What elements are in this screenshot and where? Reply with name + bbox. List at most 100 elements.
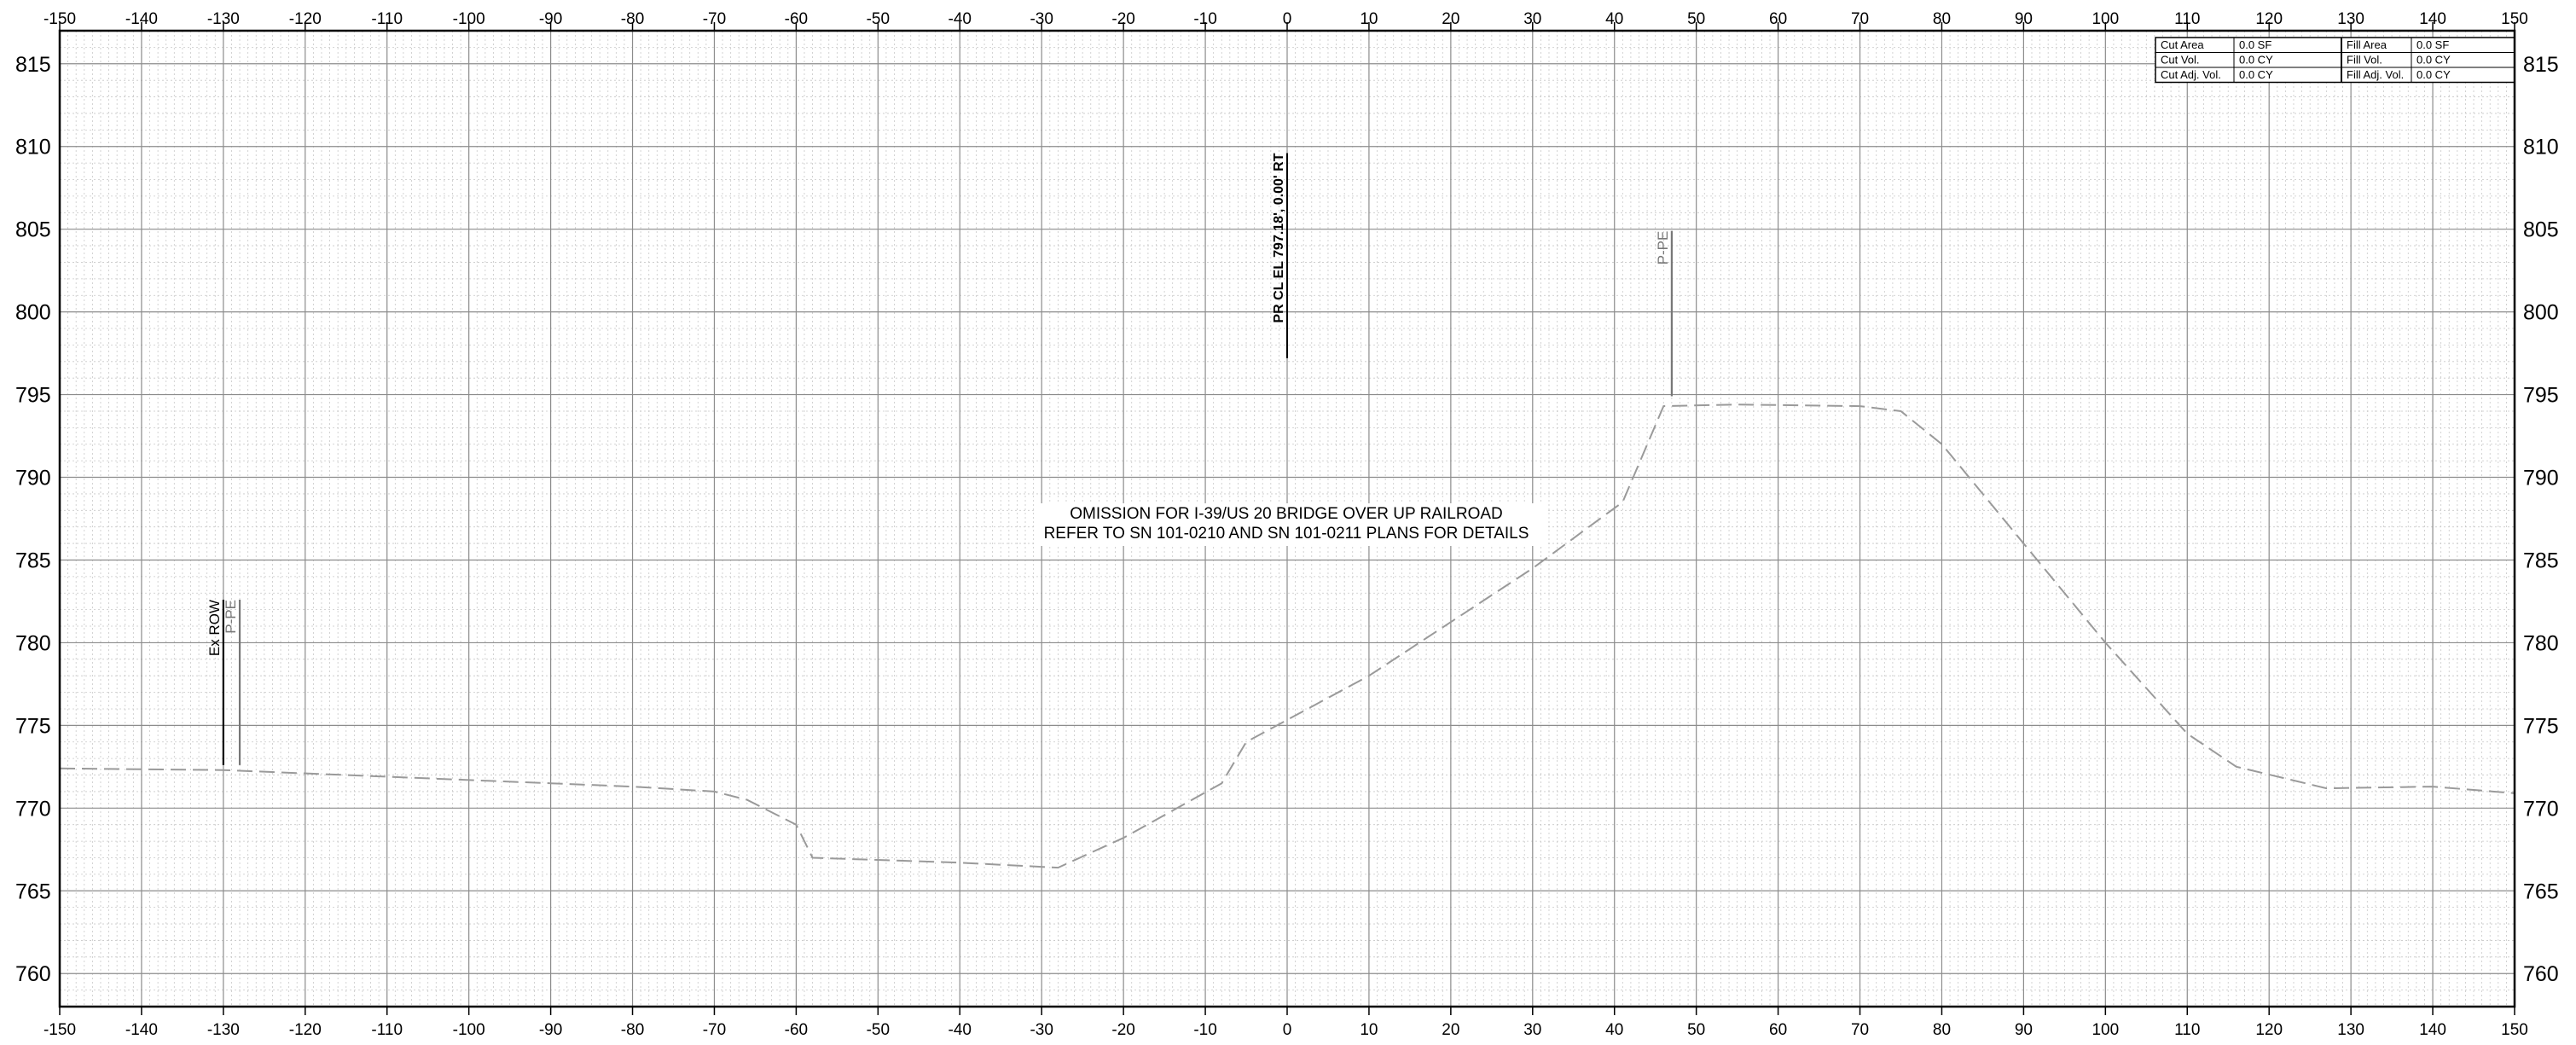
top-tick-label: -30 — [1030, 10, 1053, 28]
note-background — [1036, 503, 1548, 546]
table-cell: 0.0 CY — [2416, 68, 2451, 81]
table-cell: Fill Vol. — [2347, 54, 2382, 67]
left-elevation-label: 810 — [15, 136, 51, 160]
omission-note: OMISSION FOR I-39/US 20 BRIDGE OVER UP R… — [1036, 503, 1548, 546]
left-elevation-axis: 760 765 770 775 780 785 790 795 800 805 810 815 — [15, 53, 51, 986]
table-cell: Cut Area — [2161, 38, 2204, 51]
top-tick-label: 20 — [1442, 10, 1459, 28]
top-tick-label: -130 — [207, 10, 240, 28]
note-line-1: OMISSION FOR I-39/US 20 BRIDGE OVER UP R… — [1070, 505, 1503, 523]
bottom-axis: -150 -140 -130 -120 -110 -100 -90 -80 -70 -60 -50-… — [44, 1007, 2528, 1039]
bottom-tick-label: 90 — [2015, 1021, 2033, 1039]
top-tick-label: 100 — [2092, 10, 2119, 28]
left-elevation-label: 775 — [15, 714, 51, 738]
top-tick-label: -70 — [703, 10, 726, 28]
marker-label-ppe-left: P-PE — [223, 600, 239, 634]
bottom-tick-label: -50 — [867, 1021, 890, 1039]
right-elevation-label: 795 — [2523, 384, 2559, 408]
right-elevation-axis: 760 765 770 775 780 785 790 795 800 805 810 815 — [2523, 53, 2559, 986]
left-elevation-label: 785 — [15, 549, 51, 572]
quantities-table: Cut Area 0.0 SF Fill Area 0.0 SF Cut Vol. 0.0… — [2155, 37, 2515, 84]
bottom-tick-label: -80 — [621, 1021, 644, 1039]
bottom-tick-label: -30 — [1030, 1021, 1053, 1039]
table-cell: 0.0 CY — [2239, 54, 2273, 67]
bottom-tick-label: 100 — [2092, 1021, 2119, 1039]
bottom-tick-label: 20 — [1442, 1021, 1459, 1039]
left-elevation-label: 795 — [15, 384, 51, 408]
left-elevation-label: 805 — [15, 218, 51, 242]
bottom-tick-label: -10 — [1193, 1021, 1216, 1039]
table-cell: 0.0 SF — [2416, 38, 2449, 51]
table-cell: Fill Adj. Vol. — [2347, 68, 2404, 81]
top-tick-label: 40 — [1605, 10, 1623, 28]
table-cell: Fill Area — [2347, 38, 2387, 51]
top-tick-label: -40 — [949, 10, 972, 28]
table-cell: 0.0 SF — [2239, 38, 2271, 51]
bottom-tick-label: -20 — [1111, 1021, 1134, 1039]
bottom-tick-label: -110 — [371, 1021, 403, 1039]
right-elevation-label: 810 — [2523, 136, 2559, 160]
right-elevation-label: 780 — [2523, 631, 2559, 655]
bottom-tick-label: 60 — [1769, 1021, 1787, 1039]
left-elevation-label: 780 — [15, 631, 51, 655]
top-tick-label: 80 — [1933, 10, 1951, 28]
marker-label-ppe-right: P-PE — [1655, 231, 1671, 265]
top-axis: -150 -140 -130 -120 -110 -100 -90 -80 -70 -60 -50-… — [44, 10, 2528, 31]
left-elevation-label: 760 — [15, 962, 51, 986]
bottom-tick-label: -150 — [44, 1021, 76, 1039]
right-elevation-label: 785 — [2523, 549, 2559, 572]
bottom-tick-label: 130 — [2337, 1021, 2364, 1039]
table-border — [2155, 37, 2515, 84]
right-elevation-label: 815 — [2523, 53, 2559, 77]
table-cell: 0.0 CY — [2416, 54, 2451, 67]
bottom-tick-label: 30 — [1523, 1021, 1541, 1039]
marker-label-ex-row: Ex ROW — [206, 600, 223, 656]
right-elevation-label: 770 — [2523, 797, 2559, 821]
right-elevation-label: 760 — [2523, 962, 2559, 986]
table-cell: 0.0 CY — [2239, 68, 2273, 81]
ground-profile-line — [59, 403, 2515, 869]
right-elevation-label: 805 — [2523, 218, 2559, 242]
top-tick-label: -80 — [621, 10, 644, 28]
table-cell: Cut Adj. Vol. — [2161, 68, 2221, 81]
table-cell: Cut Vol. — [2161, 54, 2200, 67]
top-tick-label: 150 — [2501, 10, 2528, 28]
top-tick-label: -120 — [289, 10, 322, 28]
bottom-tick-label: -60 — [785, 1021, 808, 1039]
bottom-tick-label: 120 — [2255, 1021, 2283, 1039]
marker-label-pr-cl: PR CL EL 797.18', 0.00' RT — [1272, 153, 1286, 322]
bottom-tick-label: 10 — [1360, 1021, 1378, 1039]
top-tick-label: 90 — [2015, 10, 2033, 28]
right-elevation-label: 765 — [2523, 880, 2559, 903]
top-tick-label: 60 — [1769, 10, 1787, 28]
bottom-tick-label: 80 — [1933, 1021, 1951, 1039]
top-tick-label: 110 — [2174, 10, 2200, 28]
top-tick-label: 140 — [2419, 10, 2446, 28]
right-elevation-label: 775 — [2523, 714, 2559, 738]
top-tick-label: -60 — [785, 10, 808, 28]
top-tick-label: -50 — [867, 10, 890, 28]
left-elevation-label: 770 — [15, 797, 51, 821]
left-elevation-label: 765 — [15, 880, 51, 903]
left-elevation-label: 790 — [15, 467, 51, 491]
left-elevation-label: 800 — [15, 301, 51, 325]
bottom-tick-label: 40 — [1605, 1021, 1623, 1039]
top-tick-label: 30 — [1523, 10, 1541, 28]
top-tick-label: -140 — [125, 10, 158, 28]
right-elevation-label: 800 — [2523, 301, 2559, 325]
note-line-2: REFER TO SN 101-0210 AND SN 101-0211 PLA… — [1044, 525, 1529, 543]
bottom-tick-label: -120 — [289, 1021, 322, 1039]
top-tick-label: -110 — [371, 10, 403, 28]
top-tick-label: 50 — [1687, 10, 1705, 28]
top-tick-label: 130 — [2337, 10, 2364, 28]
right-elevation-label: 790 — [2523, 467, 2559, 491]
top-tick-label: -20 — [1111, 10, 1134, 28]
bottom-tick-label: 50 — [1687, 1021, 1705, 1039]
top-tick-label: -100 — [453, 10, 485, 28]
bottom-tick-label: 150 — [2501, 1021, 2528, 1039]
left-elevation-label: 815 — [15, 53, 51, 77]
top-tick-label: 0 — [1283, 10, 1292, 28]
top-tick-label: -90 — [539, 10, 562, 28]
